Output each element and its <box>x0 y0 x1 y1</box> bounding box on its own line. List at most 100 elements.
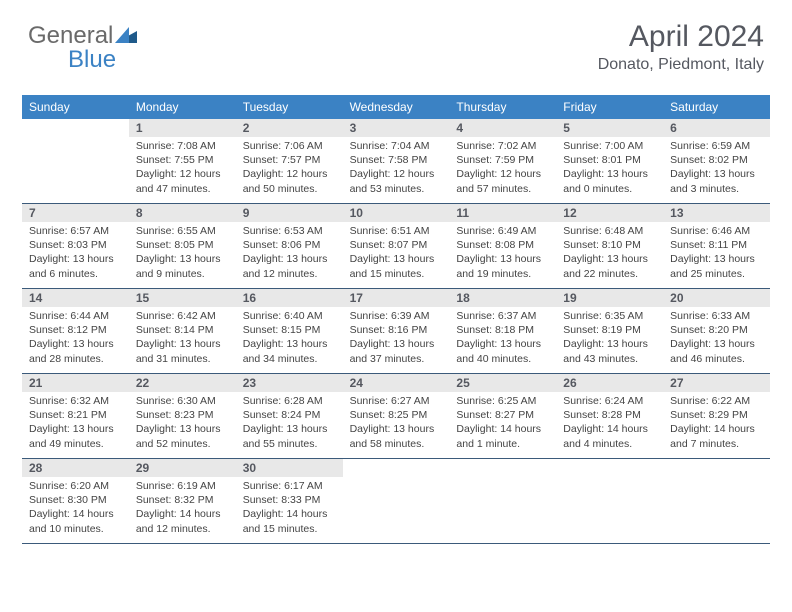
sunrise-text: Sunrise: 6:20 AM <box>29 479 122 493</box>
day-info: Sunrise: 6:27 AMSunset: 8:25 PMDaylight:… <box>343 392 450 455</box>
sunset-text: Sunset: 8:27 PM <box>456 408 549 422</box>
sunrise-text: Sunrise: 6:40 AM <box>243 309 336 323</box>
sunset-text: Sunset: 8:07 PM <box>350 238 443 252</box>
daylight-text: Daylight: 12 hours and 47 minutes. <box>136 167 229 195</box>
calendar-cell: 18Sunrise: 6:37 AMSunset: 8:18 PMDayligh… <box>449 289 556 373</box>
sunrise-text: Sunrise: 6:28 AM <box>243 394 336 408</box>
calendar-week: 7Sunrise: 6:57 AMSunset: 8:03 PMDaylight… <box>22 204 770 289</box>
day-info: Sunrise: 7:00 AMSunset: 8:01 PMDaylight:… <box>556 137 663 200</box>
sunrise-text: Sunrise: 7:06 AM <box>243 139 336 153</box>
day-number: 30 <box>236 459 343 477</box>
sunrise-text: Sunrise: 6:19 AM <box>136 479 229 493</box>
day-number: 23 <box>236 374 343 392</box>
sunset-text: Sunset: 8:33 PM <box>243 493 336 507</box>
day-info: Sunrise: 6:40 AMSunset: 8:15 PMDaylight:… <box>236 307 343 370</box>
calendar-cell: 30Sunrise: 6:17 AMSunset: 8:33 PMDayligh… <box>236 459 343 543</box>
sunset-text: Sunset: 7:59 PM <box>456 153 549 167</box>
day-info: Sunrise: 6:25 AMSunset: 8:27 PMDaylight:… <box>449 392 556 455</box>
calendar-cell: 25Sunrise: 6:25 AMSunset: 8:27 PMDayligh… <box>449 374 556 458</box>
sunrise-text: Sunrise: 6:57 AM <box>29 224 122 238</box>
sunrise-text: Sunrise: 6:59 AM <box>670 139 763 153</box>
sunset-text: Sunset: 7:58 PM <box>350 153 443 167</box>
brand-word2: Blue <box>68 46 116 74</box>
daylight-text: Daylight: 13 hours and 3 minutes. <box>670 167 763 195</box>
day-number: 9 <box>236 204 343 222</box>
calendar-cell: 1Sunrise: 7:08 AMSunset: 7:55 PMDaylight… <box>129 119 236 203</box>
brand-logo: General Blue <box>28 22 137 50</box>
calendar-cell <box>449 459 556 543</box>
day-info: Sunrise: 6:37 AMSunset: 8:18 PMDaylight:… <box>449 307 556 370</box>
sunset-text: Sunset: 8:14 PM <box>136 323 229 337</box>
sunset-text: Sunset: 8:29 PM <box>670 408 763 422</box>
sunset-text: Sunset: 8:21 PM <box>29 408 122 422</box>
day-info: Sunrise: 6:17 AMSunset: 8:33 PMDaylight:… <box>236 477 343 540</box>
day-number: 3 <box>343 119 450 137</box>
daylight-text: Daylight: 13 hours and 15 minutes. <box>350 252 443 280</box>
sunset-text: Sunset: 8:32 PM <box>136 493 229 507</box>
sunset-text: Sunset: 8:10 PM <box>563 238 656 252</box>
daylight-text: Daylight: 13 hours and 6 minutes. <box>29 252 122 280</box>
day-info: Sunrise: 6:24 AMSunset: 8:28 PMDaylight:… <box>556 392 663 455</box>
sunrise-text: Sunrise: 6:30 AM <box>136 394 229 408</box>
dow-tuesday: Tuesday <box>236 95 343 119</box>
day-number: 7 <box>22 204 129 222</box>
day-number: 18 <box>449 289 556 307</box>
day-number <box>22 119 129 123</box>
dow-saturday: Saturday <box>663 95 770 119</box>
sunset-text: Sunset: 8:12 PM <box>29 323 122 337</box>
day-number: 1 <box>129 119 236 137</box>
sunset-text: Sunset: 8:16 PM <box>350 323 443 337</box>
daylight-text: Daylight: 13 hours and 40 minutes. <box>456 337 549 365</box>
sunset-text: Sunset: 8:28 PM <box>563 408 656 422</box>
sunrise-text: Sunrise: 6:39 AM <box>350 309 443 323</box>
sunset-text: Sunset: 8:19 PM <box>563 323 656 337</box>
sunrise-text: Sunrise: 6:42 AM <box>136 309 229 323</box>
sunset-text: Sunset: 7:57 PM <box>243 153 336 167</box>
sunset-text: Sunset: 8:18 PM <box>456 323 549 337</box>
day-number: 20 <box>663 289 770 307</box>
day-number: 24 <box>343 374 450 392</box>
day-info: Sunrise: 6:39 AMSunset: 8:16 PMDaylight:… <box>343 307 450 370</box>
day-info: Sunrise: 6:51 AMSunset: 8:07 PMDaylight:… <box>343 222 450 285</box>
daylight-text: Daylight: 13 hours and 12 minutes. <box>243 252 336 280</box>
day-number: 4 <box>449 119 556 137</box>
calendar-cell: 10Sunrise: 6:51 AMSunset: 8:07 PMDayligh… <box>343 204 450 288</box>
day-info: Sunrise: 6:57 AMSunset: 8:03 PMDaylight:… <box>22 222 129 285</box>
day-number: 16 <box>236 289 343 307</box>
calendar-cell: 12Sunrise: 6:48 AMSunset: 8:10 PMDayligh… <box>556 204 663 288</box>
daylight-text: Daylight: 13 hours and 49 minutes. <box>29 422 122 450</box>
day-info: Sunrise: 6:49 AMSunset: 8:08 PMDaylight:… <box>449 222 556 285</box>
daylight-text: Daylight: 14 hours and 7 minutes. <box>670 422 763 450</box>
daylight-text: Daylight: 13 hours and 55 minutes. <box>243 422 336 450</box>
sunrise-text: Sunrise: 7:02 AM <box>456 139 549 153</box>
sunrise-text: Sunrise: 6:37 AM <box>456 309 549 323</box>
calendar-cell: 3Sunrise: 7:04 AMSunset: 7:58 PMDaylight… <box>343 119 450 203</box>
day-number <box>343 459 450 463</box>
day-of-week-header: Sunday Monday Tuesday Wednesday Thursday… <box>22 95 770 119</box>
sunrise-text: Sunrise: 6:17 AM <box>243 479 336 493</box>
calendar-cell: 27Sunrise: 6:22 AMSunset: 8:29 PMDayligh… <box>663 374 770 458</box>
dow-wednesday: Wednesday <box>343 95 450 119</box>
sunset-text: Sunset: 8:23 PM <box>136 408 229 422</box>
dow-thursday: Thursday <box>449 95 556 119</box>
sunset-text: Sunset: 8:02 PM <box>670 153 763 167</box>
sunset-text: Sunset: 8:01 PM <box>563 153 656 167</box>
calendar-cell: 23Sunrise: 6:28 AMSunset: 8:24 PMDayligh… <box>236 374 343 458</box>
calendar-week: 21Sunrise: 6:32 AMSunset: 8:21 PMDayligh… <box>22 374 770 459</box>
daylight-text: Daylight: 14 hours and 10 minutes. <box>29 507 122 535</box>
dow-sunday: Sunday <box>22 95 129 119</box>
calendar-cell: 19Sunrise: 6:35 AMSunset: 8:19 PMDayligh… <box>556 289 663 373</box>
calendar-week: 1Sunrise: 7:08 AMSunset: 7:55 PMDaylight… <box>22 119 770 204</box>
calendar-cell <box>556 459 663 543</box>
calendar-cell: 6Sunrise: 6:59 AMSunset: 8:02 PMDaylight… <box>663 119 770 203</box>
day-number <box>556 459 663 463</box>
sunset-text: Sunset: 8:20 PM <box>670 323 763 337</box>
daylight-text: Daylight: 14 hours and 15 minutes. <box>243 507 336 535</box>
day-info: Sunrise: 6:22 AMSunset: 8:29 PMDaylight:… <box>663 392 770 455</box>
sunrise-text: Sunrise: 6:46 AM <box>670 224 763 238</box>
day-number: 17 <box>343 289 450 307</box>
day-number: 13 <box>663 204 770 222</box>
sunrise-text: Sunrise: 7:04 AM <box>350 139 443 153</box>
calendar-cell: 22Sunrise: 6:30 AMSunset: 8:23 PMDayligh… <box>129 374 236 458</box>
calendar-week: 14Sunrise: 6:44 AMSunset: 8:12 PMDayligh… <box>22 289 770 374</box>
